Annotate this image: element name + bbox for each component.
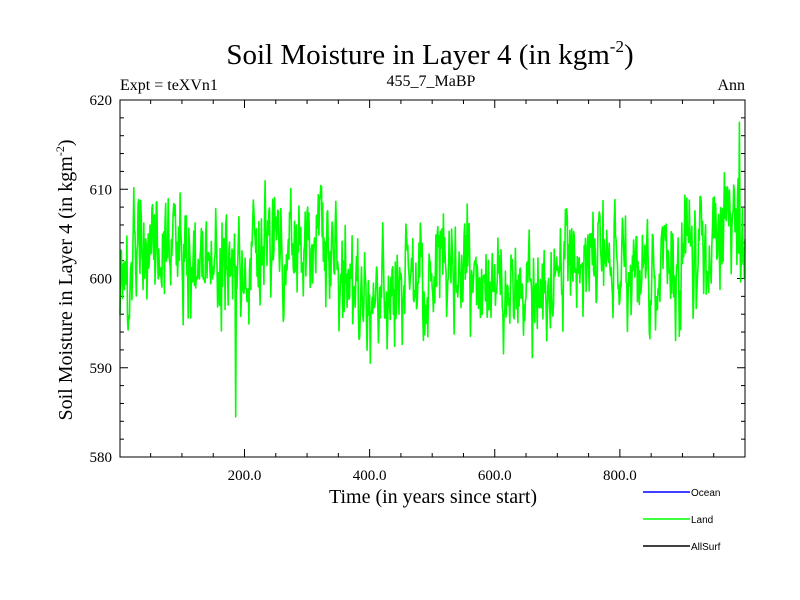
subtitle-left: Expt = teXVn1 [120, 77, 218, 94]
x-axis-label: Time (in years since start) [329, 486, 537, 508]
chart-title: Soil Moisture in Layer 4 (in kgm-2) [226, 37, 633, 71]
y-tick-label: 620 [90, 93, 113, 109]
legend-label-land: Land [691, 515, 713, 526]
plot-frame [119, 99, 746, 458]
chart-title-superscript: -2 [610, 37, 624, 56]
y-tick-label: 600 [90, 272, 113, 288]
y-tick-label: 610 [90, 182, 113, 198]
legend: Ocean Land AllSurf [643, 488, 721, 553]
subtitle-right: Ann [717, 77, 745, 94]
series-line-land [119, 121, 746, 418]
y-tick-label: 590 [90, 361, 113, 377]
x-tick-label: 200.0 [228, 468, 262, 484]
y-tick-label: 580 [90, 450, 113, 466]
chart-title-close: ) [624, 39, 634, 71]
x-tick-label: 800.0 [603, 468, 637, 484]
y-axis-label: Soil Moisture in Layer 4 (in kgm-2) [53, 139, 77, 420]
y-axis-label-close: ) [55, 139, 77, 146]
x-tick-label: 600.0 [478, 468, 512, 484]
legend-label-ocean: Ocean [691, 488, 720, 499]
chart-title-main: Soil Moisture in Layer 4 (in kgm [226, 39, 610, 71]
subtitle-center: 455_7_MaBP [387, 73, 476, 90]
legend-label-allsurf: AllSurf [691, 542, 721, 553]
y-axis-label-main: Soil Moisture in Layer 4 (in kgm [55, 156, 77, 421]
y-axis-label-superscript: -2 [53, 146, 67, 156]
series-layer [119, 121, 746, 418]
x-tick-label: 400.0 [353, 468, 387, 484]
